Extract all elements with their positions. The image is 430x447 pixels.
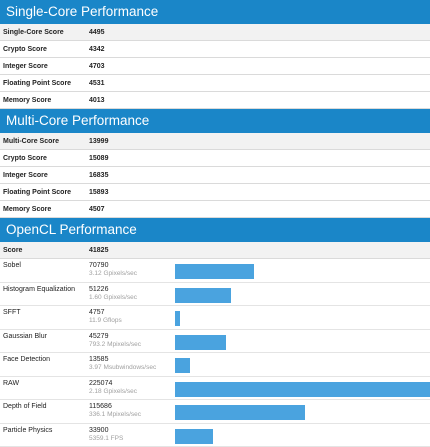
score-value: 4507 [89, 206, 169, 213]
benchmark-score: 115686 [89, 403, 175, 410]
score-value: 13999 [89, 138, 169, 145]
benchmark-bar [175, 405, 305, 420]
benchmark-label: Depth of Field [0, 400, 89, 423]
score-row: Single-Core Score 4495 [0, 24, 430, 41]
multi-core-header: Multi-Core Performance [0, 109, 430, 133]
score-label: Crypto Score [0, 155, 89, 162]
score-value: 4703 [89, 63, 169, 70]
opencl-header: OpenCL Performance [0, 218, 430, 242]
benchmark-label: Sobel [0, 259, 89, 282]
benchmark-rate: 3.97 Msubwindows/sec [89, 364, 175, 371]
score-row: Integer Score 4703 [0, 58, 430, 75]
benchmark-bar [175, 335, 226, 350]
benchmark-score: 33900 [89, 427, 175, 434]
benchmark-bar-track [175, 330, 430, 353]
benchmark-bar-track [175, 353, 430, 376]
benchmark-bar-track [175, 259, 430, 282]
benchmark-label: RAW [0, 377, 89, 400]
score-row: Integer Score 16835 [0, 167, 430, 184]
benchmark-score: 13585 [89, 356, 175, 363]
score-label: Single-Core Score [0, 29, 89, 36]
benchmark-rate: 3.12 Gpixels/sec [89, 270, 175, 277]
benchmark-rate: 1.60 Gpixels/sec [89, 294, 175, 301]
single-core-section: Single-Core Performance Single-Core Scor… [0, 0, 430, 109]
benchmark-rate: 336.1 Mpixels/sec [89, 411, 175, 418]
benchmark-bar [175, 429, 213, 444]
score-row: Multi-Core Score 13999 [0, 133, 430, 150]
score-label: Integer Score [0, 63, 89, 70]
benchmark-bar-track [175, 306, 430, 329]
benchmark-score: 51226 [89, 286, 175, 293]
benchmark-bar [175, 358, 190, 373]
benchmark-score: 70790 [89, 262, 175, 269]
score-label: Crypto Score [0, 46, 89, 53]
benchmark-bar-track [175, 400, 430, 423]
score-value: 4495 [89, 29, 169, 36]
score-label: Floating Point Score [0, 189, 89, 196]
benchmark-score: 225074 [89, 380, 175, 387]
benchmark-bar-track [175, 283, 430, 306]
score-row: Memory Score 4507 [0, 201, 430, 218]
benchmark-bar [175, 264, 254, 279]
score-row: Floating Point Score 15893 [0, 184, 430, 201]
score-value: 4531 [89, 80, 169, 87]
score-value: 15089 [89, 155, 169, 162]
benchmark-rate: 5359.1 FPS [89, 435, 175, 442]
benchmark-bar [175, 311, 180, 326]
score-value: 15893 [89, 189, 169, 196]
score-label: Memory Score [0, 206, 89, 213]
benchmark-rate: 11.9 Gflops [89, 317, 175, 324]
single-core-header: Single-Core Performance [0, 0, 430, 24]
benchmark-label: Face Detection [0, 353, 89, 376]
score-row: Crypto Score 15089 [0, 150, 430, 167]
score-value: 4342 [89, 46, 169, 53]
score-label: Integer Score [0, 172, 89, 179]
opencl-score-value: 41825 [89, 247, 108, 254]
benchmark-bar [175, 382, 430, 397]
score-row: Crypto Score 4342 [0, 41, 430, 58]
multi-core-section: Multi-Core Performance Multi-Core Score … [0, 109, 430, 218]
opencl-score-label: Score [0, 247, 89, 254]
benchmark-score: 4757 [89, 309, 175, 316]
opencl-score-row: Score 41825 [0, 242, 430, 259]
score-value: 16835 [89, 172, 169, 179]
score-value: 4013 [89, 97, 169, 104]
score-row: Floating Point Score 4531 [0, 75, 430, 92]
benchmark-bar-track [175, 377, 430, 400]
benchmark-score: 45279 [89, 333, 175, 340]
benchmark-rate: 793.2 Mpixels/sec [89, 341, 175, 348]
benchmark-label: Gaussian Blur [0, 330, 89, 353]
benchmark-bar [175, 288, 231, 303]
score-row: Memory Score 4013 [0, 92, 430, 109]
benchmark-label: Histogram Equalization [0, 283, 89, 306]
score-label: Floating Point Score [0, 80, 89, 87]
score-label: Multi-Core Score [0, 138, 89, 145]
benchmark-rate: 2.18 Gpixels/sec [89, 388, 175, 395]
score-label: Memory Score [0, 97, 89, 104]
benchmark-label: SFFT [0, 306, 89, 329]
